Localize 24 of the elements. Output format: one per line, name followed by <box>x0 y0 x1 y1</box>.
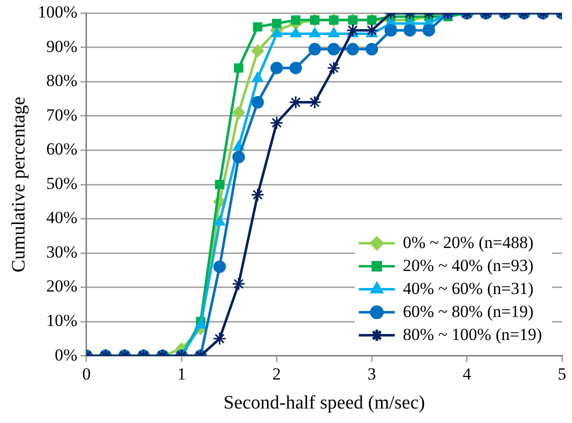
y-tick-label: 90% <box>46 36 78 56</box>
y-tick-label: 40% <box>46 208 78 228</box>
x-tick-label: 4 <box>462 364 472 384</box>
legend-label: 60% ~ 80% (n=19) <box>402 302 534 321</box>
legend-label: 40% ~ 60% (n=31) <box>402 278 534 298</box>
y-tick-label: 20% <box>46 276 78 296</box>
x-tick-label: 5 <box>558 364 566 384</box>
y-tick-label: 10% <box>46 311 78 330</box>
x-tick-label: 2 <box>272 364 281 384</box>
x-tick-label: 1 <box>177 364 186 384</box>
x-tick-label: 0 <box>82 364 91 384</box>
y-tick-label: 100% <box>38 2 78 22</box>
y-tick-label: 0% <box>54 345 78 364</box>
y-tick-label: 50% <box>46 174 78 193</box>
x-tick-label: 3 <box>368 364 376 384</box>
y-tick-label: 60% <box>46 140 78 159</box>
legend-label: 80% ~ 100% (n=19) <box>402 324 542 344</box>
y-axis-title: Cumulative percentage <box>8 96 30 272</box>
legend-label: 0% ~ 20% (n=488) <box>402 232 534 252</box>
y-tick-label: 30% <box>46 242 78 262</box>
x-axis-title: Second-half speed (m/sec) <box>223 392 426 414</box>
y-tick-label: 80% <box>46 71 78 90</box>
legend-label: 20% ~ 40% (n=93) <box>402 256 534 275</box>
y-tick-label: 70% <box>46 105 78 124</box>
